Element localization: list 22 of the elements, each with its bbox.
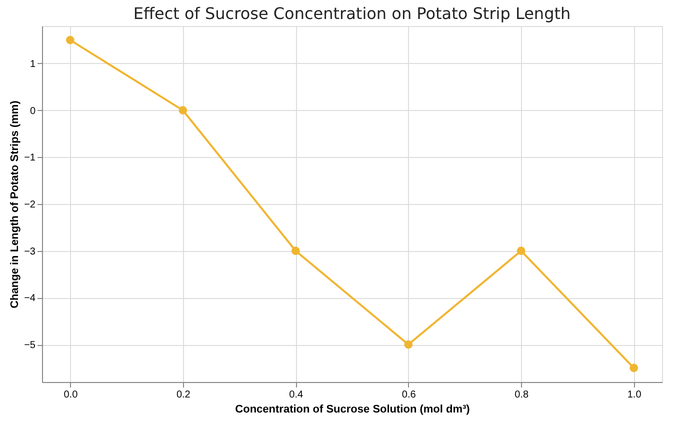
x-tick-label: 0.2 [176, 390, 191, 400]
y-tick-label: −5 [24, 340, 36, 352]
y-axis-title: Change in Length of Potato Strips (mm) [9, 100, 22, 308]
x-tick-label: 1.0 [627, 390, 642, 400]
x-axis-title: Concentration of Sucrose Solution (mol dm³) [235, 404, 470, 416]
y-tick-label: −4 [24, 293, 36, 304]
point [404, 340, 413, 349]
x-tick-label: 0.8 [514, 390, 529, 400]
y-tick-label: −1 [24, 152, 36, 164]
x-tick-label: 0.6 [402, 390, 416, 400]
y-tick-label: −3 [24, 246, 36, 258]
x-tick-label: 0.4 [289, 390, 304, 400]
x-tick-label: 0.0 [64, 390, 78, 400]
chart-title: Effect of Sucrose Concentration on Potato Strip Length [133, 4, 571, 23]
y-tick-label: −2 [24, 200, 36, 210]
y-tick-label: 0 [30, 106, 36, 117]
point [630, 364, 638, 372]
point [66, 36, 74, 44]
point [291, 246, 300, 256]
y-tick-label: 1 [30, 58, 36, 70]
point [178, 106, 188, 114]
point [516, 246, 526, 256]
